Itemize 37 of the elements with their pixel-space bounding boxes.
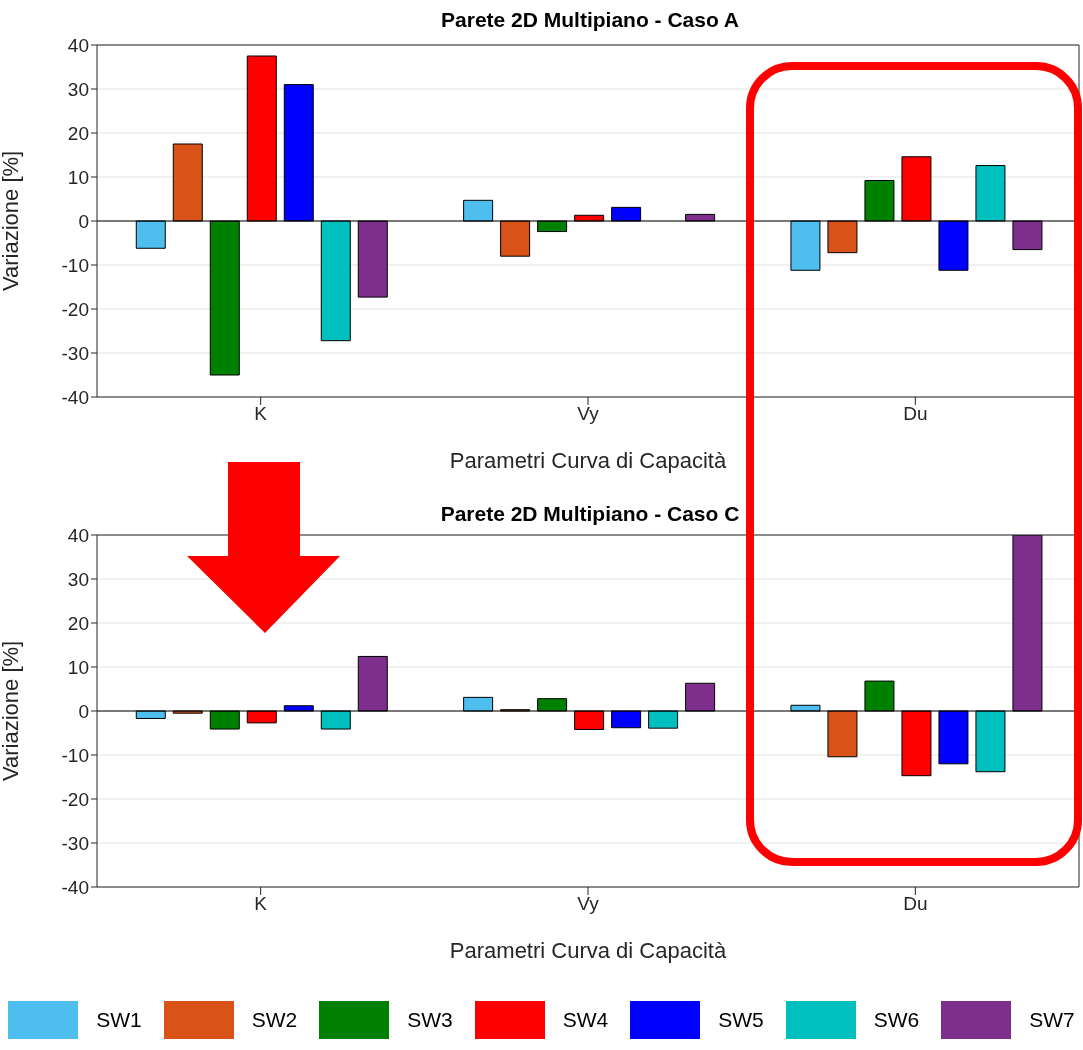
y-tick-label: 40 [67,524,89,546]
legend-label: SW3 [407,1008,453,1032]
y-tick-label: 20 [67,612,89,634]
y-tick-label: 20 [67,122,89,144]
x-tick-label: Du [903,403,928,425]
x-tick-label: K [254,403,268,425]
y-tick-label: 10 [67,166,89,188]
y-tick-label: -30 [61,832,89,854]
y-tick-label: 10 [67,656,89,678]
legend-label: SW4 [562,1008,609,1032]
y-axis-title: Variazione [%] [0,640,23,781]
y-tick-label: 40 [67,34,89,56]
y-tick-label: -40 [61,386,89,408]
legend-label: SW7 [1029,1008,1075,1032]
legend-label: SW5 [718,1008,764,1032]
x-axis-title: Parametri Curva di Capacità [449,938,727,963]
y-tick-label: -20 [61,298,89,320]
y-tick-label: 0 [78,210,89,232]
x-tick-label: Vy [577,893,600,915]
y-axis-title: Variazione [%] [0,150,23,291]
chart-title: Parete 2D Multipiano - Caso C [439,502,741,526]
y-tick-label: -10 [61,254,89,276]
legend-label: SW6 [873,1008,920,1032]
y-tick-label: -10 [61,744,89,766]
x-tick-label: K [254,893,268,915]
chart-title: Parete 2D Multipiano - Caso A [440,8,740,32]
x-tick-label: Du [903,893,928,915]
x-tick-label: Vy [577,403,600,425]
legend-label: SW2 [251,1008,298,1032]
y-tick-label: 0 [78,700,89,722]
y-tick-label: 30 [67,568,89,590]
y-tick-label: 30 [67,78,89,100]
legend-label: SW1 [96,1008,142,1032]
x-axis-title: Parametri Curva di Capacità [449,448,727,473]
y-tick-label: -20 [61,788,89,810]
y-tick-label: -40 [61,876,89,898]
y-tick-label: -30 [61,342,89,364]
